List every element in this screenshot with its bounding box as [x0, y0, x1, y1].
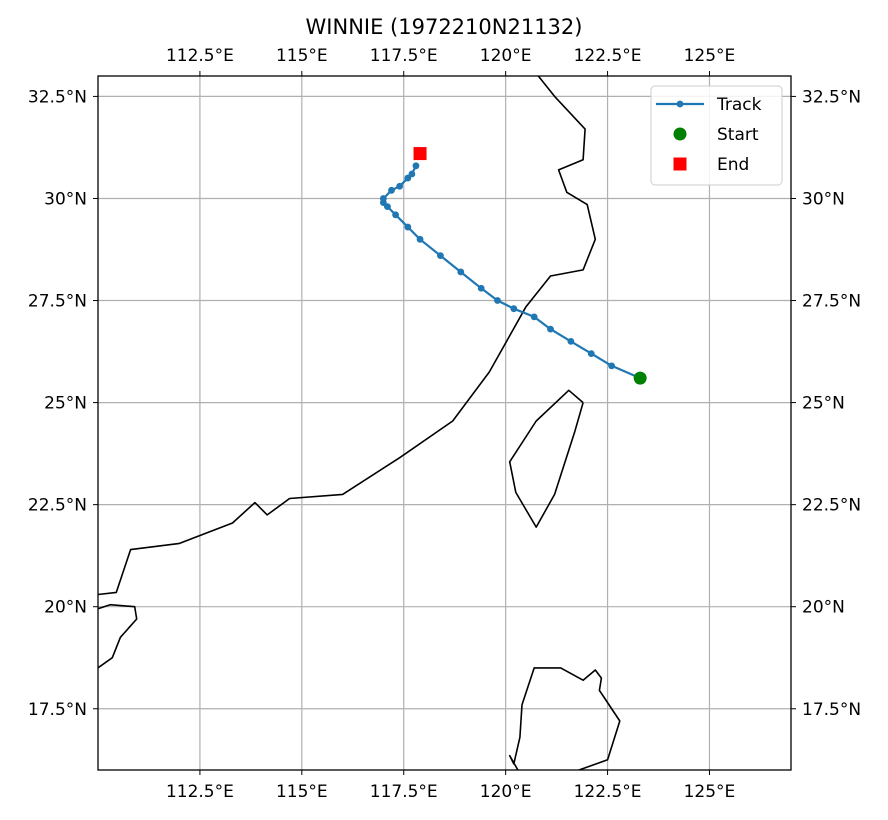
legend-label-start: Start [717, 125, 759, 145]
y-tick-label-left: 30°N [44, 189, 87, 209]
legend-start-marker [673, 127, 687, 141]
track-point [547, 325, 554, 333]
end-marker [413, 147, 427, 161]
y-tick-label-left: 32.5°N [28, 87, 87, 107]
x-tick-label-bottom: 122.5°E [574, 782, 642, 802]
coastline-china-mainland [98, 76, 597, 596]
y-tick-label-left: 17.5°N [28, 700, 87, 720]
y-tick-label-right: 22.5°N [802, 496, 861, 516]
track-point [457, 268, 465, 276]
y-tick-label-left: 25°N [44, 394, 87, 414]
track-point [494, 297, 501, 304]
track-point [408, 170, 416, 178]
y-tick-label-left: 27.5°N [28, 292, 87, 312]
y-tick-label-right: 30°N [802, 189, 845, 209]
coastline-leizhou-peninsula [98, 603, 138, 669]
x-tick-label-top: 112.5°E [166, 46, 234, 66]
track-point [567, 337, 575, 345]
x-tick-label-top: 122.5°E [574, 46, 642, 66]
track-point [416, 235, 424, 243]
coastlines [98, 76, 621, 770]
track-point [404, 223, 412, 231]
x-tick-label-bottom: 117.5°E [370, 782, 438, 802]
y-tick-label-left: 20°N [44, 598, 87, 618]
coastline-luzon [508, 667, 621, 770]
x-tick-label-bottom: 112.5°E [166, 782, 234, 802]
y-tick-label-left: 22.5°N [28, 496, 87, 516]
x-tick-label-bottom: 125°E [684, 782, 736, 802]
x-tick-label-bottom: 120°E [480, 782, 532, 802]
map-title: WINNIE (1972210N21132) [306, 15, 583, 39]
track-line [382, 165, 641, 380]
track-point [608, 362, 616, 370]
y-tick-label-right: 32.5°N [802, 87, 861, 107]
track-point [587, 350, 595, 357]
track-point [530, 313, 538, 321]
coastline-taiwan [508, 389, 584, 528]
x-tick-label-bottom: 115°E [276, 782, 328, 802]
legend-end-marker [673, 157, 687, 171]
start-marker [633, 371, 647, 385]
x-tick-label-top: 117.5°E [370, 46, 438, 66]
track-layer [379, 147, 647, 385]
y-tick-label-right: 25°N [802, 394, 845, 414]
track-point [437, 252, 444, 260]
legend-label-track: Track [716, 95, 762, 115]
track-point [477, 284, 485, 292]
axis-ticks: 112.5°E 112.5°E 115°E 115°E 117.5°E 117.5°E 12… [28, 46, 861, 802]
legend-track-marker [676, 100, 684, 108]
legend: Track Start End [650, 85, 783, 186]
y-tick-label-right: 17.5°N [802, 700, 861, 720]
track-point [412, 162, 420, 170]
legend-label-end: End [717, 155, 749, 175]
plot-frame [97, 75, 792, 771]
track-point [392, 211, 399, 219]
track-point [379, 195, 387, 202]
y-tick-label-right: 20°N [802, 598, 845, 618]
x-tick-label-top: 120°E [480, 46, 532, 66]
track-point [510, 305, 518, 313]
y-tick-label-right: 27.5°N [802, 292, 861, 312]
track-point [388, 186, 395, 194]
track-point [396, 182, 404, 190]
x-tick-label-top: 125°E [684, 46, 736, 66]
x-tick-label-top: 115°E [276, 46, 328, 66]
